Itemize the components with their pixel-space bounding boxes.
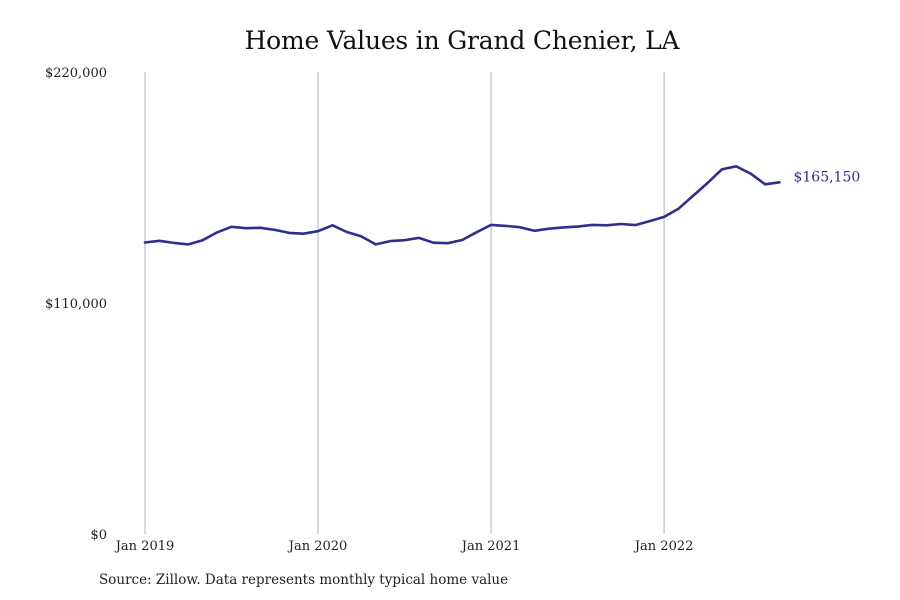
- x-tick-label: Jan 2019: [114, 539, 175, 554]
- y-tick-label: $0: [90, 528, 107, 543]
- y-axis-ticks: $0 $110,000 $220,000: [45, 66, 107, 543]
- gridlines: [144, 72, 665, 534]
- x-tick-label: Jan 2021: [460, 539, 521, 554]
- series-line: [143, 165, 781, 246]
- y-tick-label: $110,000: [45, 297, 107, 312]
- chart-title: Home Values in Grand Chenier, LA: [244, 26, 680, 55]
- y-tick-label: $220,000: [45, 66, 107, 81]
- end-value-label: $165,150: [793, 169, 860, 185]
- x-tick-label: Jan 2020: [287, 539, 348, 554]
- source-note: Source: Zillow. Data represents monthly …: [99, 572, 509, 588]
- x-axis-ticks: Jan 2019 Jan 2020 Jan 2021 Jan 2022: [114, 539, 694, 554]
- x-tick-label: Jan 2022: [633, 539, 694, 554]
